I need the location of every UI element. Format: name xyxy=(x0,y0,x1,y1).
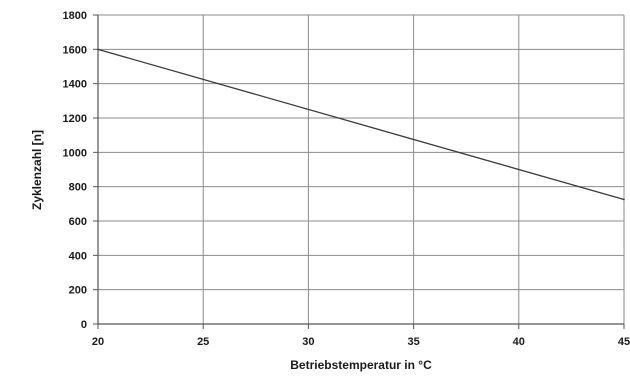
x-tick-label: 40 xyxy=(513,336,525,348)
y-tick-label: 1000 xyxy=(63,147,87,159)
y-tick-label: 1400 xyxy=(63,79,87,91)
y-tick-label: 1200 xyxy=(63,113,87,125)
y-tick-label: 1600 xyxy=(63,44,87,56)
x-tick-label: 45 xyxy=(618,336,630,348)
series-line xyxy=(97,48,625,201)
y-axis-label: Zyklenzahl [n] xyxy=(30,130,44,210)
y-tick-label: 1800 xyxy=(63,10,87,22)
x-axis-label: Betriebstemperatur in °C xyxy=(290,358,432,372)
x-tick-label: 35 xyxy=(407,336,419,348)
x-tick-label: 30 xyxy=(302,336,314,348)
y-tick-label: 600 xyxy=(69,216,87,228)
y-tick-label: 400 xyxy=(69,250,87,262)
series-layer xyxy=(97,48,625,201)
tick-labels: 0 200 400 600 800 1000 1200 1400 1600 1800 20 25 30 3… xyxy=(63,10,630,348)
data-point xyxy=(97,48,99,51)
y-tick-label: 200 xyxy=(69,285,87,297)
y-tick-label: 0 xyxy=(81,319,87,331)
data-point xyxy=(623,198,625,201)
x-tick-label: 25 xyxy=(197,336,209,348)
y-tick-label: 800 xyxy=(69,182,87,194)
grid-layer xyxy=(93,14,625,329)
x-tick-label: 20 xyxy=(92,336,104,348)
